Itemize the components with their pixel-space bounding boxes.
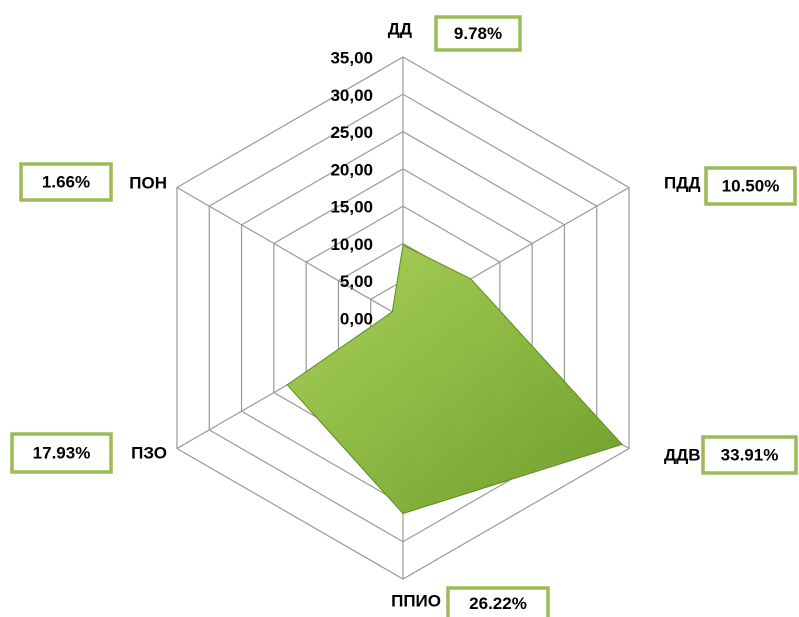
tick-label: 25,00 (330, 123, 373, 142)
category-label: ПЗО (131, 443, 167, 462)
value-label: 10.50% (722, 176, 780, 195)
category-label: ДДВ (664, 445, 701, 464)
category-label: ПОН (129, 173, 167, 192)
tick-label: 5,00 (340, 272, 373, 291)
category-label: ПДД (664, 173, 700, 192)
value-label-box (19, 162, 113, 202)
value-label: 17.93% (33, 443, 91, 462)
value-label-box (10, 432, 113, 474)
value-label-box (434, 15, 522, 52)
value-label: 26.22% (469, 594, 527, 613)
radar-area (286, 244, 623, 515)
value-label-box (704, 166, 797, 206)
tick-label: 30,00 (330, 86, 373, 105)
tick-label: 20,00 (330, 160, 373, 179)
value-label: 1.66% (42, 172, 90, 191)
tick-label: 15,00 (330, 198, 373, 217)
value-label-box (446, 586, 550, 617)
tick-label: 0,00 (340, 309, 373, 328)
spoke (176, 186, 404, 319)
value-label: 33.91% (721, 445, 779, 464)
category-label: ППИО (391, 591, 441, 610)
tick-label: 35,00 (330, 48, 373, 67)
value-label-box (701, 435, 798, 475)
value-label: 9.78% (454, 24, 502, 43)
category-label: ДД (388, 19, 412, 38)
tick-label: 10,00 (330, 235, 373, 254)
